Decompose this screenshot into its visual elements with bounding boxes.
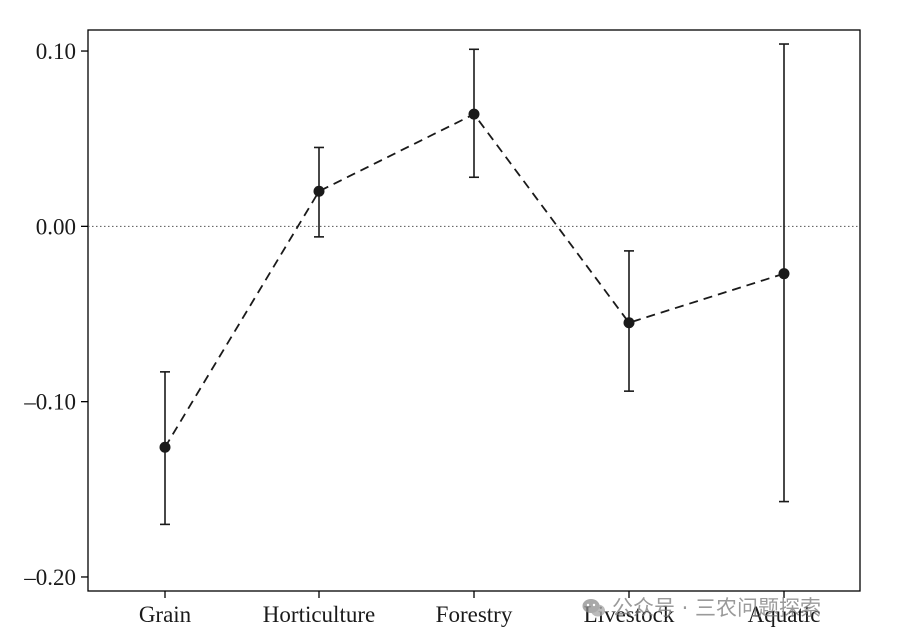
y-tick-label: 0.10 [36, 39, 76, 64]
data-point [468, 108, 480, 120]
wechat-icon [582, 599, 605, 617]
data-point [313, 185, 325, 197]
x-tick-label: Forestry [436, 602, 513, 627]
y-tick-label: –0.10 [23, 390, 76, 415]
data-point [778, 268, 790, 280]
x-tick-label: Aquatic [748, 602, 821, 627]
data-point [623, 317, 635, 329]
watermark-text: 公众号 · 三农问题探索 [612, 596, 822, 620]
x-tick-label: Horticulture [263, 602, 375, 627]
x-tick-label: Grain [139, 602, 192, 627]
y-tick-label: –0.20 [23, 565, 76, 590]
data-point [159, 441, 171, 453]
watermark: 公众号 · 三农问题探索 [582, 592, 821, 622]
y-tick-label: 0.00 [36, 214, 76, 239]
